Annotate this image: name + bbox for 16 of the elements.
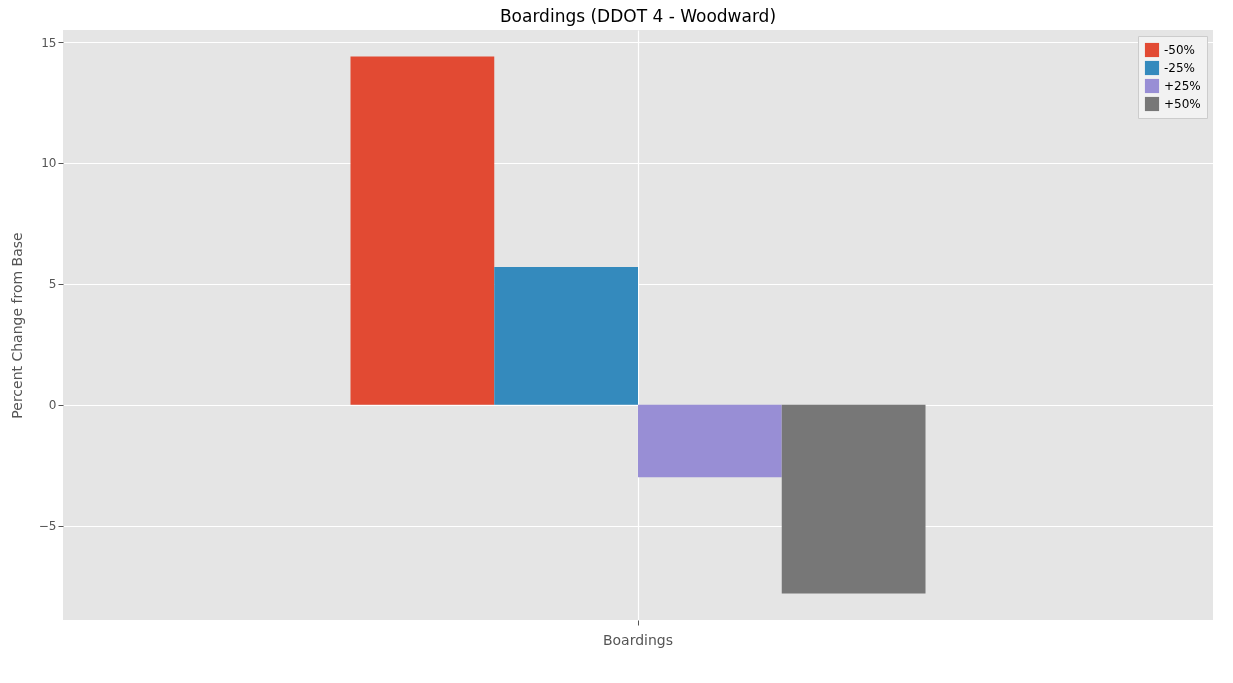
x-tick-label: Boardings <box>602 631 674 648</box>
legend-label: +25% <box>1164 79 1201 93</box>
bar <box>781 404 926 594</box>
legend-label: +50% <box>1164 97 1201 111</box>
bar <box>494 266 638 405</box>
legend-label: -50% <box>1164 43 1196 57</box>
bar <box>638 404 782 478</box>
chart-title: Boardings (DDOT 4 - Woodward) <box>499 6 777 26</box>
y-tick-label: 10 <box>41 156 57 171</box>
y-tick-label: 5 <box>48 277 57 292</box>
y-tick-label: 0 <box>48 398 57 413</box>
y-tick-label: 15 <box>41 35 57 50</box>
bar <box>350 56 495 405</box>
legend-label: -25% <box>1164 61 1196 75</box>
y-axis-title: Percent Change from Base <box>8 232 25 419</box>
y-tick-label: −5 <box>38 519 57 534</box>
